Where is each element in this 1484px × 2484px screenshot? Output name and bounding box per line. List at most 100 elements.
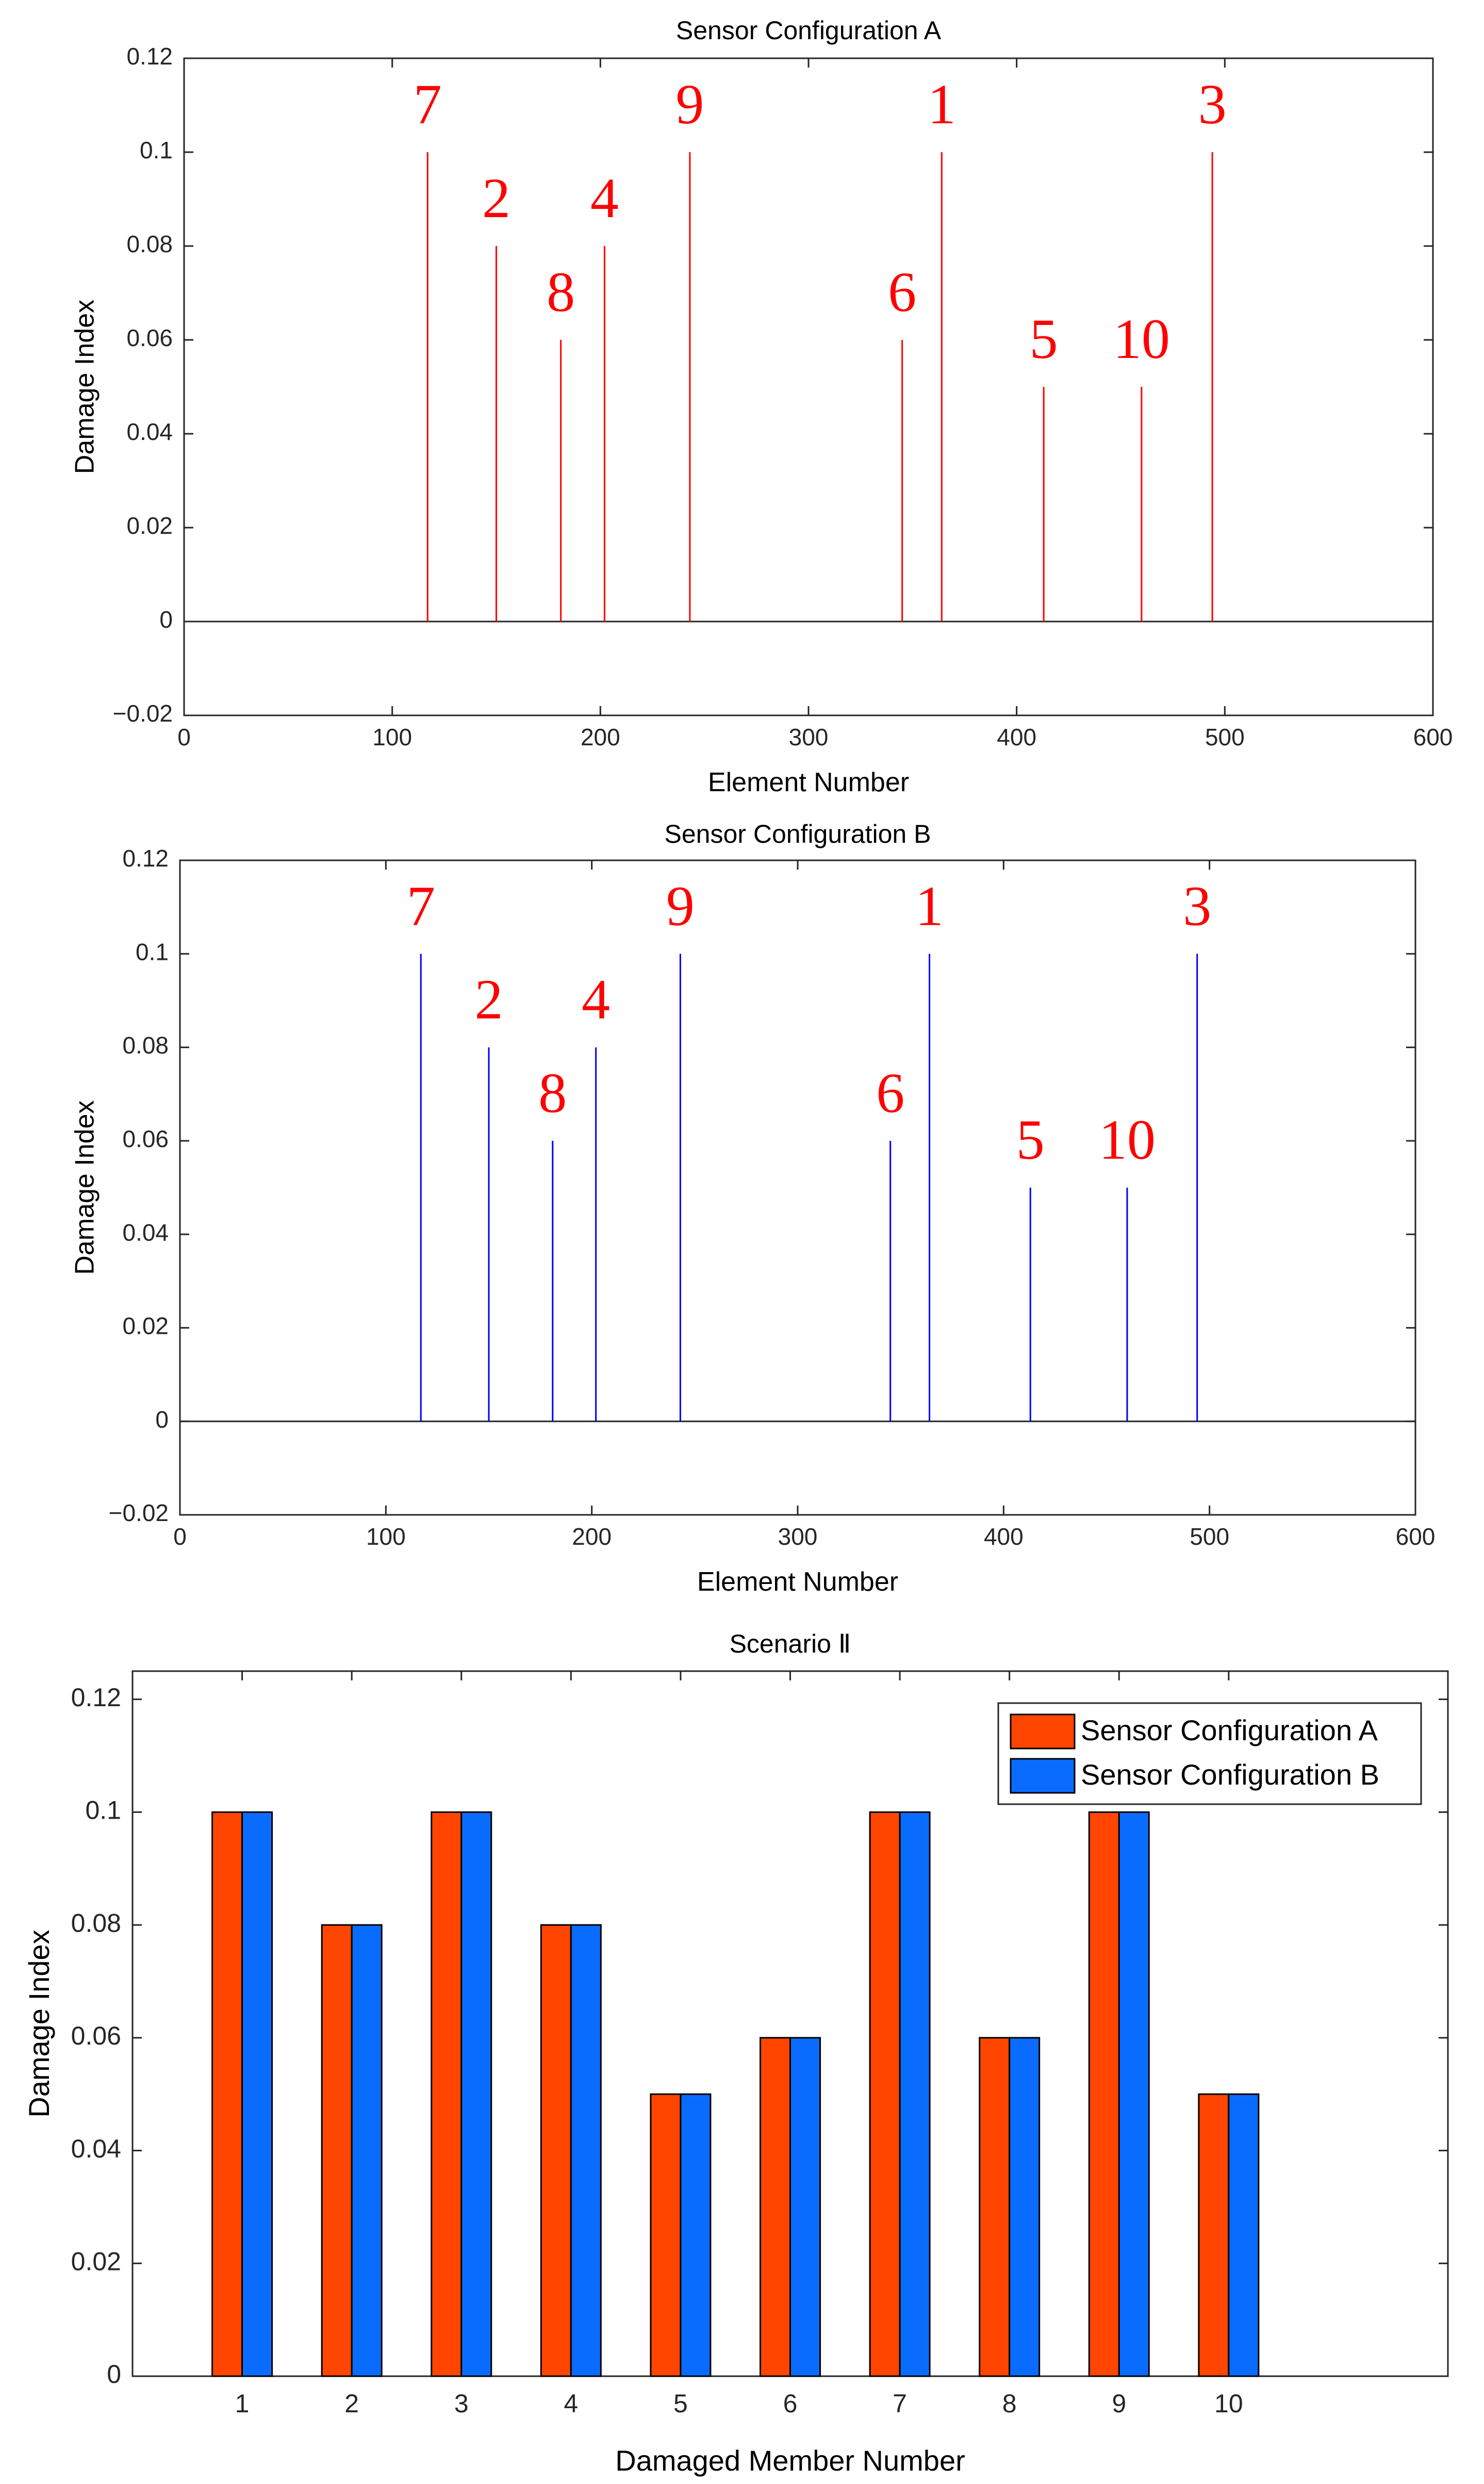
bar-config-b-1 <box>241 1811 273 2377</box>
x-tick-label: 400 <box>997 724 1036 750</box>
peak-label: 9 <box>675 73 704 136</box>
peak-label: 4 <box>590 167 619 230</box>
chart-title: Sensor Configuration A <box>676 16 942 45</box>
x-tick-label: 4 <box>564 2389 578 2418</box>
y-tick-label: 0.02 <box>126 512 173 539</box>
bar-config-b-2 <box>351 1924 383 2377</box>
legend-entry: Sensor Configuration A <box>1081 1714 1378 1746</box>
x-tick-label: 8 <box>1002 2389 1017 2418</box>
x-tick-label: 2 <box>344 2389 359 2418</box>
x-tick-label: 300 <box>789 724 829 750</box>
peak-label: 8 <box>538 1061 567 1124</box>
peak-label: 1 <box>928 73 956 136</box>
chart-title: Sensor Configuration B <box>665 820 931 848</box>
bar-config-b-7 <box>899 1811 931 2377</box>
x-tick-label: 600 <box>1396 1523 1436 1550</box>
y-tick-label: 0.06 <box>122 1125 169 1152</box>
peak-label: 5 <box>1016 1108 1045 1171</box>
x-tick-label: 0 <box>177 724 191 750</box>
peak-label: 10 <box>1099 1108 1156 1171</box>
peak-label: 3 <box>1183 874 1211 937</box>
x-tick-label: 0 <box>173 1523 187 1550</box>
y-tick-label: 0.02 <box>122 1313 169 1339</box>
y-tick-label: 0.12 <box>71 1683 121 1712</box>
y-axis-label: Damage Index <box>23 1930 55 2117</box>
bar-config-b-3 <box>460 1811 492 2377</box>
legend-swatch <box>1010 1713 1076 1750</box>
bar-config-a-9 <box>1088 1811 1120 2377</box>
bar-config-a-8 <box>979 2037 1011 2377</box>
peak-label: 2 <box>475 968 503 1031</box>
peak-label: 8 <box>547 260 575 323</box>
x-tick-label: 9 <box>1112 2389 1126 2418</box>
bar-config-a-10 <box>1198 2093 1230 2377</box>
x-tick-label: 5 <box>673 2389 688 2418</box>
x-tick-label: 10 <box>1214 2389 1243 2418</box>
bar-config-a-7 <box>869 1811 901 2377</box>
y-tick-label: 0.1 <box>85 1796 121 1825</box>
x-tick-label: 600 <box>1413 724 1453 750</box>
bar-config-a-5 <box>650 2093 682 2377</box>
y-tick-label: 0.04 <box>122 1219 169 1246</box>
stem-chart-config-a: Sensor Configuration A Element Number Da… <box>70 16 1453 797</box>
bar-config-a-1 <box>211 1811 243 2377</box>
peak-label: 9 <box>666 874 695 937</box>
peak-label: 7 <box>414 73 442 136</box>
bar-config-b-4 <box>570 1924 602 2377</box>
y-axis-label: Damage Index <box>70 1100 100 1274</box>
x-axis-label: Element Number <box>697 1567 898 1597</box>
bar-chart-scenario: Scenario Ⅱ Damaged Member Number Damage … <box>23 1629 1449 2477</box>
bar-config-b-5 <box>680 2093 712 2377</box>
legend-swatch <box>1010 1758 1076 1794</box>
stem-chart-config-b: Sensor Configuration B Element Number Da… <box>70 820 1436 1597</box>
bar-config-a-6 <box>760 2037 791 2377</box>
y-tick-label: 0.08 <box>122 1032 169 1059</box>
x-tick-label: 1 <box>235 2389 250 2418</box>
x-tick-label: 3 <box>454 2389 469 2418</box>
y-tick-label: 0.02 <box>71 2247 121 2276</box>
y-tick-label: 0.06 <box>126 324 173 351</box>
y-tick-label: 0.08 <box>126 231 173 257</box>
x-tick-label: 300 <box>778 1523 818 1550</box>
y-tick-label: 0.1 <box>140 137 173 164</box>
y-tick-label: 0.06 <box>71 2021 121 2050</box>
bar-config-a-2 <box>321 1924 353 2377</box>
y-tick-label: 0 <box>159 606 173 633</box>
bar-config-b-8 <box>1009 2037 1041 2377</box>
y-tick-label: −0.02 <box>113 700 173 727</box>
x-tick-label: 400 <box>984 1523 1024 1550</box>
peak-label: 1 <box>915 874 944 937</box>
y-tick-label: 0 <box>155 1406 169 1433</box>
legend-entry: Sensor Configuration B <box>1081 1758 1379 1791</box>
y-tick-label: −0.02 <box>109 1499 169 1526</box>
peak-label: 3 <box>1198 73 1227 136</box>
bar-config-b-9 <box>1118 1811 1150 2377</box>
x-tick-label: 500 <box>1190 1523 1229 1550</box>
bar-config-a-4 <box>540 1924 572 2377</box>
bar-config-a-3 <box>431 1811 463 2377</box>
x-tick-label: 100 <box>366 1523 406 1550</box>
y-tick-label: 0 <box>107 2360 121 2389</box>
x-tick-label: 200 <box>581 724 620 750</box>
x-tick-label: 7 <box>893 2389 907 2418</box>
x-tick-label: 100 <box>372 724 412 750</box>
y-axis-label: Damage Index <box>70 300 100 474</box>
y-tick-label: 0.12 <box>126 43 173 70</box>
x-axis-label: Damaged Member Number <box>615 2444 965 2477</box>
bar-config-b-6 <box>789 2037 821 2377</box>
y-tick-label: 0.08 <box>71 1908 121 1937</box>
y-tick-label: 0.04 <box>71 2134 121 2163</box>
peak-label: 6 <box>888 260 916 323</box>
chart-title: Scenario Ⅱ <box>730 1629 851 1658</box>
peak-label: 2 <box>482 167 510 230</box>
x-tick-label: 6 <box>783 2389 798 2418</box>
x-tick-label: 500 <box>1205 724 1245 750</box>
bar-config-b-10 <box>1228 2093 1260 2377</box>
y-tick-label: 0.12 <box>122 845 169 872</box>
x-axis-label: Element Number <box>708 767 909 797</box>
y-tick-label: 0.1 <box>136 938 169 965</box>
x-tick-label: 200 <box>572 1523 612 1550</box>
peak-label: 10 <box>1113 307 1170 370</box>
peak-label: 5 <box>1030 307 1058 370</box>
